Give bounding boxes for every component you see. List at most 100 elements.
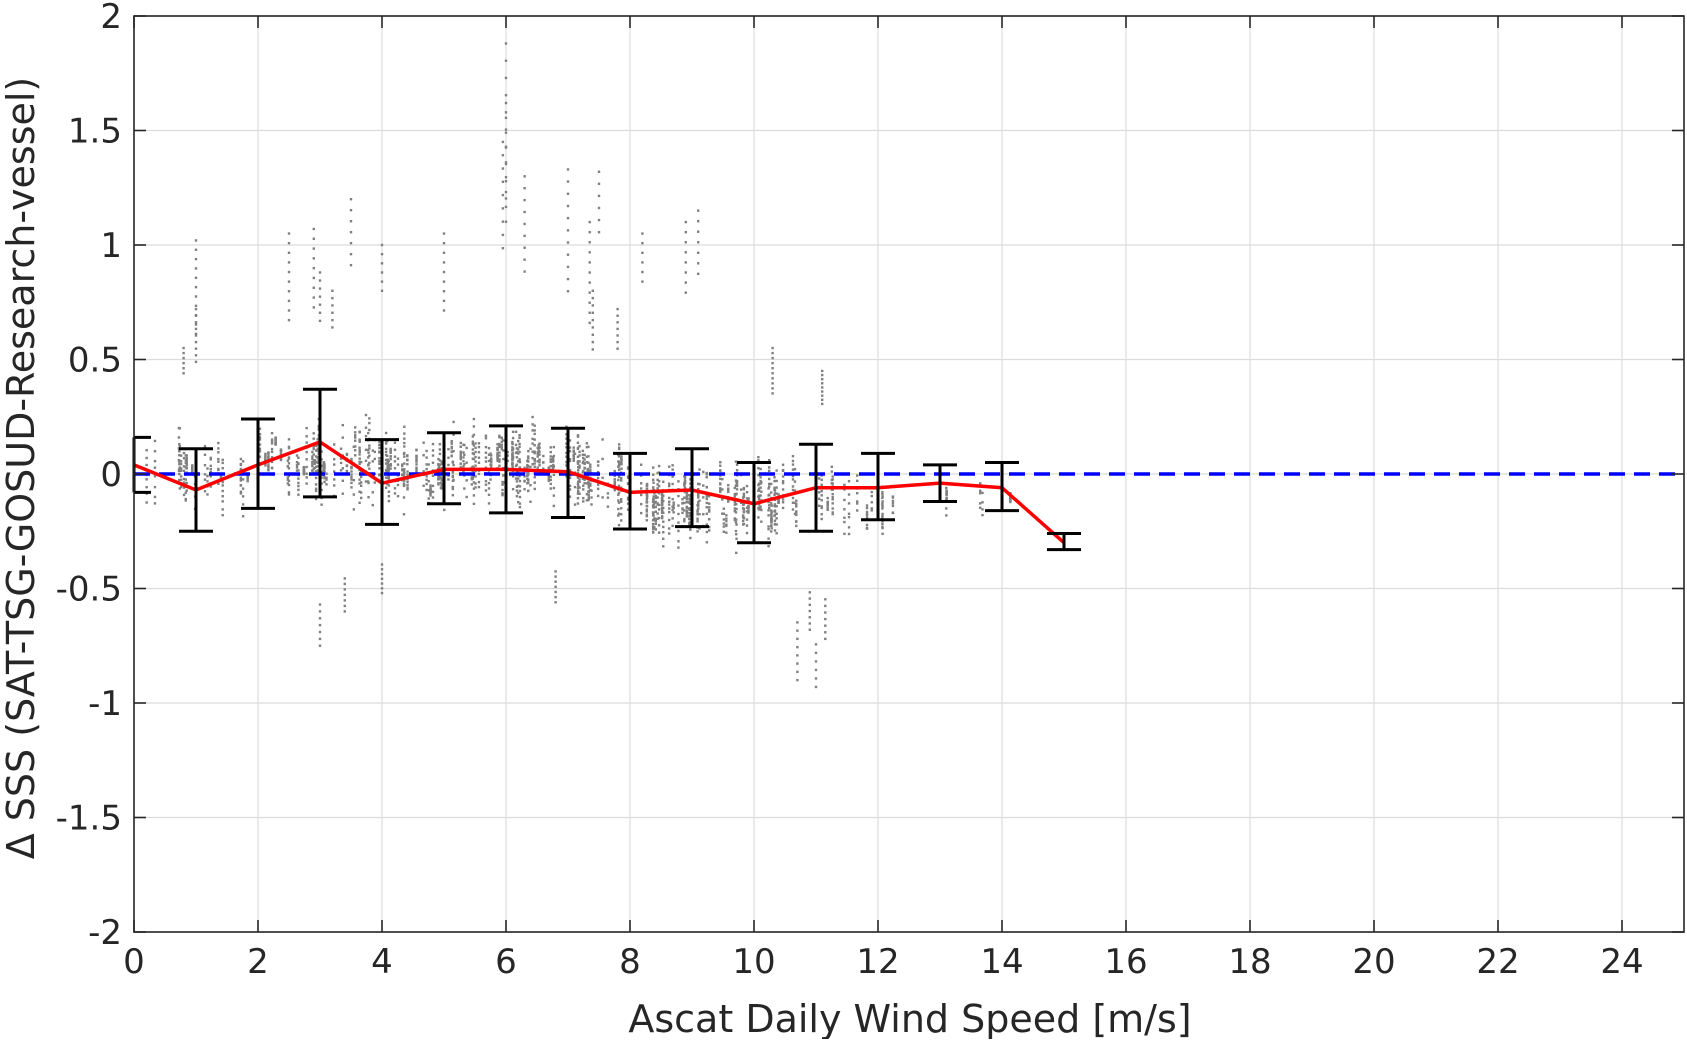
scatter-point [179,460,183,463]
scatter-outlier [501,220,505,223]
scatter-point [470,483,473,486]
scatter-outlier [616,321,619,324]
scatter-point [364,459,368,463]
scatter-point [472,425,476,428]
scatter-point [831,507,834,510]
scatter-point [533,476,536,479]
scatter-outlier [318,279,322,282]
scatter-point [759,479,762,483]
scatter-point [514,477,518,480]
tick-labels-layer: 0 2 4 6 8 10 12 14 16 18 20 22 2421.510.50-0.5-1-1.5… [56,0,1644,982]
scatter-point [705,541,709,544]
scatter-point [735,507,738,511]
scatter-point [364,426,368,429]
scatter-point [459,456,462,460]
scatter-outlier [597,218,601,222]
scatter-point [745,506,749,509]
scatter-outlier [808,591,811,594]
scatter-point [702,496,705,499]
scatter-point [881,526,884,530]
scatter-point [403,468,406,471]
scatter-outlier [591,333,594,336]
scatter-point [568,457,572,461]
scatter-point [667,482,671,485]
scatter-point [350,475,353,479]
scatter-point [587,470,590,473]
scatter-point [881,522,884,526]
scatter-point [518,485,522,488]
scatter-point [515,463,519,466]
scatter-point [683,476,687,480]
scatter-point [472,502,476,506]
scatter-point [396,463,400,466]
scatter-point [645,510,649,513]
scatter-point [403,441,406,445]
scatter-point [406,463,409,466]
scatter-point [791,478,795,481]
scatter-point [312,437,315,440]
scatter-point [350,481,353,485]
scatter-point [581,453,585,456]
scatter-point [843,483,846,487]
scatter-point [577,469,580,472]
error-bar [923,463,957,503]
scatter-point [459,441,462,445]
scatter-point [178,487,181,490]
scatter-outlier [318,644,322,647]
scatter-point [683,519,686,523]
scatter-point [373,481,376,484]
scatter-point [767,525,770,528]
scatter-point [617,499,620,502]
scatter-point [217,467,220,471]
scatter-point [773,489,777,492]
scatter-point [660,515,664,518]
scatter-point [239,476,243,479]
scatter-point [209,467,212,471]
scatter-outlier [821,390,824,393]
scatter-outlier [312,266,315,270]
scatter-point [427,489,430,492]
scatter-point [367,481,370,485]
scatter-outlier [318,303,322,306]
y-tick-label: 1 [100,226,122,266]
scatter-point [320,482,323,485]
scatter-point [258,455,262,458]
scatter-outlier [287,241,291,245]
scatter-point [439,486,443,490]
scatter-point [438,459,442,462]
scatter-point [378,473,381,476]
scatter-point [219,475,223,478]
scatter-outlier [588,261,591,264]
scatter-point [568,459,572,463]
scatter-point [881,520,884,523]
scatter-point [770,517,773,520]
scatter-point [596,494,600,498]
scatter-point [474,486,477,489]
scatter-point [689,521,692,524]
scatter-outlier [566,180,570,183]
scatter-point [472,433,476,437]
scatter-outlier [501,167,505,170]
scatter-point [501,493,504,497]
scatter-point [484,456,488,459]
scatter-point [477,461,481,464]
scatter-outlier [501,207,505,210]
scatter-point [393,467,397,470]
scatter-point [182,481,186,484]
scatter-point [722,522,726,525]
scatter-point [191,464,194,467]
scatter-point [452,420,455,424]
scatter-point [353,431,357,434]
scatter-point [573,503,577,506]
scatter-point [689,478,692,481]
scatter-point [311,455,314,458]
scatter-point [387,499,391,503]
scatter-point [681,498,684,501]
scatter-point [677,521,680,524]
scatter-point [501,480,504,484]
scatter-point [601,457,604,461]
scatter-point [402,513,406,516]
scatter-point [367,456,370,459]
scatter-point [353,436,357,439]
scatter-point [217,441,220,445]
